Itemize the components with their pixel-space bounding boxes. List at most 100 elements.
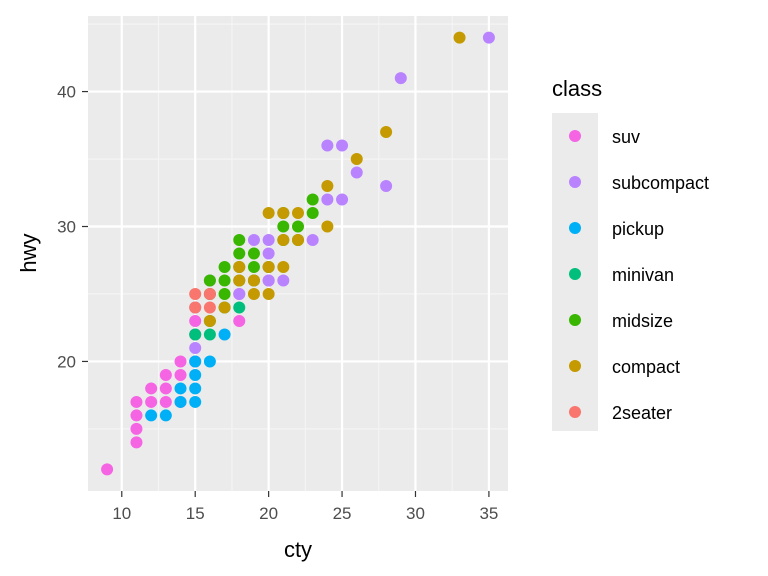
data-point <box>174 355 187 368</box>
data-point <box>482 31 495 44</box>
data-point <box>247 234 260 247</box>
legend-label-compact: compact <box>612 357 680 377</box>
data-point <box>277 274 290 287</box>
data-point <box>174 382 187 395</box>
data-point <box>159 409 172 422</box>
data-point <box>262 234 275 247</box>
data-point <box>336 139 349 152</box>
data-point <box>453 31 466 44</box>
y-tick-label: 30 <box>57 218 76 237</box>
legend-key-suv <box>569 130 581 142</box>
data-point <box>218 328 231 341</box>
data-point <box>203 287 216 300</box>
data-point <box>233 247 246 260</box>
data-point <box>233 314 246 327</box>
data-point <box>292 234 304 247</box>
data-point <box>203 301 216 314</box>
legend-key-subcompact <box>569 176 581 188</box>
data-point <box>218 274 231 287</box>
data-point <box>203 328 216 341</box>
data-point <box>189 355 202 368</box>
legend-label-subcompact: subcompact <box>612 173 709 193</box>
data-point <box>189 368 202 381</box>
y-tick-label: 20 <box>57 352 76 371</box>
data-point <box>189 314 202 327</box>
data-point <box>218 301 231 314</box>
data-point <box>350 166 363 179</box>
data-point <box>292 220 304 233</box>
legend-label-minivan: minivan <box>612 265 674 285</box>
data-point <box>321 139 334 152</box>
data-point <box>145 395 158 408</box>
legend-key-midsize <box>569 314 581 326</box>
data-point <box>189 287 202 300</box>
data-point <box>247 287 260 300</box>
x-tick-label: 15 <box>186 504 205 523</box>
legend-key-compact <box>569 360 581 372</box>
data-point <box>380 180 393 193</box>
plot-panel <box>88 16 508 491</box>
data-point <box>247 274 260 287</box>
data-point <box>306 234 319 247</box>
data-point <box>159 368 172 381</box>
y-axis-title: hwy <box>16 233 41 272</box>
data-point <box>233 287 246 300</box>
data-point <box>321 220 334 233</box>
x-tick-label: 25 <box>333 504 352 523</box>
data-point <box>130 409 143 422</box>
data-point <box>130 436 143 449</box>
legend-key-pickup <box>569 222 581 234</box>
data-point <box>189 341 202 354</box>
data-point <box>159 382 172 395</box>
data-point <box>174 395 187 408</box>
data-point <box>159 395 172 408</box>
data-point <box>306 207 319 220</box>
data-point <box>277 234 290 247</box>
data-point <box>306 193 319 206</box>
x-tick-label: 35 <box>479 504 498 523</box>
data-point <box>380 126 393 139</box>
x-tick-label: 20 <box>259 504 278 523</box>
data-point <box>189 328 202 341</box>
data-points <box>101 31 495 476</box>
data-point <box>203 314 216 327</box>
data-point <box>101 463 114 476</box>
data-point <box>262 247 275 260</box>
legend-label-2seater: 2seater <box>612 403 672 423</box>
data-point <box>203 274 216 287</box>
data-point <box>189 382 202 395</box>
data-point <box>203 355 216 368</box>
data-point <box>277 207 290 220</box>
data-point <box>174 368 187 381</box>
legend: class suv subcompact pickup minivan midsize c… <box>552 76 709 431</box>
x-axis-title: cty <box>284 537 312 562</box>
data-point <box>233 301 246 314</box>
legend-label-suv: suv <box>612 127 640 147</box>
data-point <box>130 422 143 435</box>
data-point <box>292 207 304 220</box>
data-point <box>189 395 202 408</box>
data-point <box>130 395 143 408</box>
data-point <box>247 247 260 260</box>
data-point <box>262 287 275 300</box>
data-point <box>233 260 246 273</box>
data-point <box>277 220 290 233</box>
data-point <box>277 260 290 273</box>
legend-label-midsize: midsize <box>612 311 673 331</box>
axes: 10 15 20 25 30 35 20 30 40 <box>57 83 498 523</box>
data-point <box>233 234 246 247</box>
data-point <box>321 193 334 206</box>
data-point <box>145 409 158 422</box>
data-point <box>262 207 275 220</box>
data-point <box>218 287 231 300</box>
legend-key-minivan <box>569 268 581 280</box>
data-point <box>233 274 246 287</box>
data-point <box>350 153 363 166</box>
legend-key-2seater <box>569 406 581 418</box>
x-tick-label: 10 <box>112 504 131 523</box>
y-tick-label: 40 <box>57 83 76 102</box>
data-point <box>262 260 275 273</box>
data-point <box>394 72 407 85</box>
data-point <box>145 382 158 395</box>
